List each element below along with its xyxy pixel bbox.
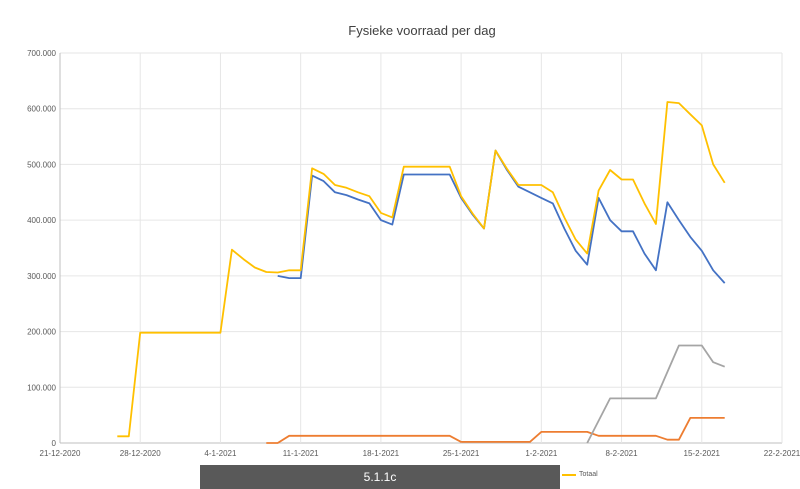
series-line-2 — [266, 418, 724, 443]
x-tick-label: 25-1-2021 — [443, 449, 480, 458]
legend-swatch-totaal — [562, 474, 576, 476]
chart-title: Fysieke voorraad per dag — [348, 23, 495, 38]
y-tick-label: 500.000 — [27, 160, 56, 169]
x-tick-label: 28-12-2020 — [120, 449, 161, 458]
x-tick-label: 1-2-2021 — [525, 449, 558, 458]
x-tick-label: 18-1-2021 — [363, 449, 400, 458]
y-tick-label: 600.000 — [27, 105, 56, 114]
x-tick-label: 4-1-2021 — [204, 449, 237, 458]
legend-label-totaal: Totaal — [579, 471, 598, 478]
y-tick-label: 100.000 — [27, 383, 56, 392]
chart-canvas: Fysieke voorraad per dag 0 100.000 200.000… — [0, 0, 800, 465]
x-tick-label: 21-12-2020 — [40, 449, 81, 458]
y-tick-label: 300.000 — [27, 272, 56, 281]
series-line-4 — [117, 102, 724, 436]
y-tick-label: 700.000 — [27, 49, 56, 58]
x-axis-tick-labels: 21-12-2020 28-12-2020 4-1-2021 11-1-2021 18-… — [40, 449, 800, 458]
y-tick-label: 400.000 — [27, 216, 56, 225]
gridlines — [60, 53, 782, 443]
x-tick-label: 11-1-2021 — [283, 449, 319, 458]
x-tick-label: 8-2-2021 — [606, 449, 639, 458]
legend: Totaal — [562, 471, 598, 478]
y-tick-label: 0 — [52, 439, 57, 448]
series-line-3 — [587, 346, 725, 444]
x-tick-label: 15-2-2021 — [684, 449, 721, 458]
caption-label: 5.1.1c — [364, 470, 397, 484]
caption-bar: 5.1.1c — [200, 465, 560, 489]
series-lines — [117, 102, 724, 443]
x-tick-label: 22-2-2021 — [764, 449, 800, 458]
y-axis-tick-labels: 0 100.000 200.000 300.000 400.000 500.000 600.… — [27, 49, 56, 448]
y-tick-label: 200.000 — [27, 328, 56, 337]
series-line-1 — [278, 151, 725, 284]
